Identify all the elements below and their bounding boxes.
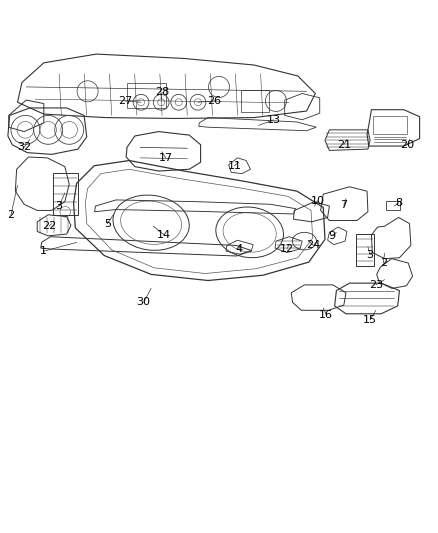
Text: 27: 27 [118, 96, 132, 106]
Text: 28: 28 [155, 87, 169, 97]
Text: 13: 13 [267, 115, 281, 125]
Text: 20: 20 [400, 140, 414, 150]
Text: 32: 32 [17, 142, 31, 152]
Text: 4: 4 [235, 244, 242, 254]
Text: 9: 9 [328, 231, 335, 241]
Bar [53, 173, 78, 215]
Text: 11: 11 [227, 161, 241, 171]
Text: 14: 14 [157, 230, 171, 240]
Bar [127, 83, 166, 108]
Bar [373, 116, 407, 134]
Text: 21: 21 [337, 140, 351, 150]
Text: 15: 15 [363, 315, 377, 325]
Text: 2: 2 [7, 210, 14, 220]
Text: 5: 5 [104, 219, 111, 229]
Text: 8: 8 [395, 198, 402, 208]
Text: 7: 7 [340, 200, 347, 210]
Text: 24: 24 [306, 240, 320, 251]
Text: 26: 26 [208, 96, 222, 106]
Text: 2: 2 [380, 258, 387, 268]
Bar [386, 201, 400, 211]
Text: 17: 17 [159, 153, 173, 163]
Bar [356, 234, 374, 265]
Text: 10: 10 [311, 196, 325, 206]
Text: 12: 12 [280, 244, 294, 254]
Bar [241, 90, 269, 112]
Text: 3: 3 [56, 201, 63, 211]
Text: 30: 30 [137, 297, 151, 308]
Text: 1: 1 [40, 246, 47, 256]
Text: 22: 22 [42, 221, 56, 231]
Text: 16: 16 [319, 310, 333, 320]
Text: 3: 3 [367, 249, 374, 260]
Text: 23: 23 [369, 280, 383, 290]
